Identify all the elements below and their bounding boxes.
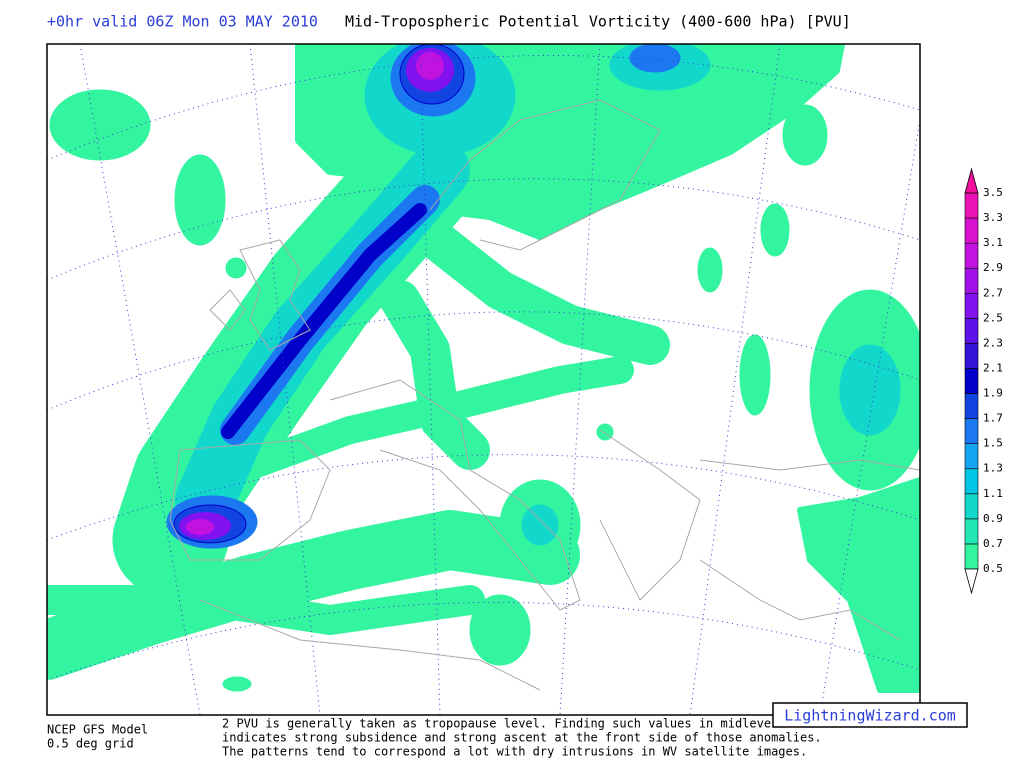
pv-field bbox=[47, 44, 920, 715]
colorbar-label: 2.1 bbox=[983, 361, 1003, 374]
colorbar-label: 1.5 bbox=[983, 437, 1003, 450]
colorbar-swatch bbox=[964, 543, 979, 570]
colorbar-label: 2.9 bbox=[983, 261, 1003, 274]
grid-label: 0.5 deg grid bbox=[47, 737, 134, 751]
colorbar-swatch bbox=[964, 468, 979, 495]
colorbar-swatch bbox=[964, 217, 979, 244]
model-label: NCEP GFS Model bbox=[47, 723, 148, 737]
colorbar-swatch bbox=[964, 368, 979, 394]
colorbar-label: 2.3 bbox=[983, 336, 1003, 349]
colorbar-swatch bbox=[964, 518, 979, 545]
note-line: indicates strong subsidence and strong a… bbox=[222, 731, 822, 745]
valid-time: +0hr valid 06Z Mon 03 MAY 2010 bbox=[47, 13, 318, 31]
colorbar-swatch bbox=[964, 343, 979, 369]
colorbar-swatch bbox=[964, 192, 979, 219]
note-line: 2 PVU is generally taken as tropopause l… bbox=[222, 717, 786, 731]
note-line: The patterns tend to correspond a lot wi… bbox=[222, 745, 807, 759]
colorbar-swatch bbox=[964, 242, 979, 269]
colorbar-label: 0.9 bbox=[983, 512, 1003, 525]
colorbar-label: 0.5 bbox=[983, 562, 1003, 575]
colorbar-swatch bbox=[964, 292, 979, 319]
colorbar-label: 3.3 bbox=[983, 211, 1003, 224]
colorbar-swatch bbox=[964, 267, 979, 294]
colorbar-top-arrow bbox=[964, 167, 979, 194]
colorbar-label: 1.9 bbox=[983, 387, 1003, 400]
colorbar-label: 1.7 bbox=[983, 412, 1003, 425]
watermark: LightningWizard.com bbox=[784, 707, 956, 725]
colorbar-label: 1.3 bbox=[983, 462, 1003, 475]
graticule bbox=[47, 44, 920, 715]
colorbar-label: 3.5 bbox=[983, 186, 1003, 199]
colorbar-swatch bbox=[964, 443, 979, 470]
colorbar-label: 3.1 bbox=[983, 236, 1003, 249]
colorbar-swatch bbox=[964, 493, 979, 520]
plot-frame bbox=[46, 43, 921, 716]
watermark-box bbox=[772, 702, 968, 728]
colorbar-label: 2.5 bbox=[983, 311, 1003, 324]
colorbar-swatch bbox=[964, 418, 979, 444]
colorbar-swatch bbox=[964, 318, 979, 344]
colorbar-label: 0.7 bbox=[983, 537, 1003, 550]
pv-level-5 bbox=[179, 48, 454, 540]
colorbar-label: 2.7 bbox=[983, 286, 1003, 299]
map-title: Mid-Tropospheric Potential Vorticity (40… bbox=[345, 13, 851, 31]
colorbar-bottom-arrow bbox=[964, 568, 979, 595]
colorbar-swatch bbox=[964, 393, 979, 419]
coastlines bbox=[169, 99, 920, 691]
colorbar: 0.5 0.7 0.9 1.1 1.3 1.5 1.7 1.9 2.1 2.3 2.5 2.7 2.9 3… bbox=[964, 167, 1003, 595]
colorbar-label: 1.1 bbox=[983, 487, 1003, 500]
